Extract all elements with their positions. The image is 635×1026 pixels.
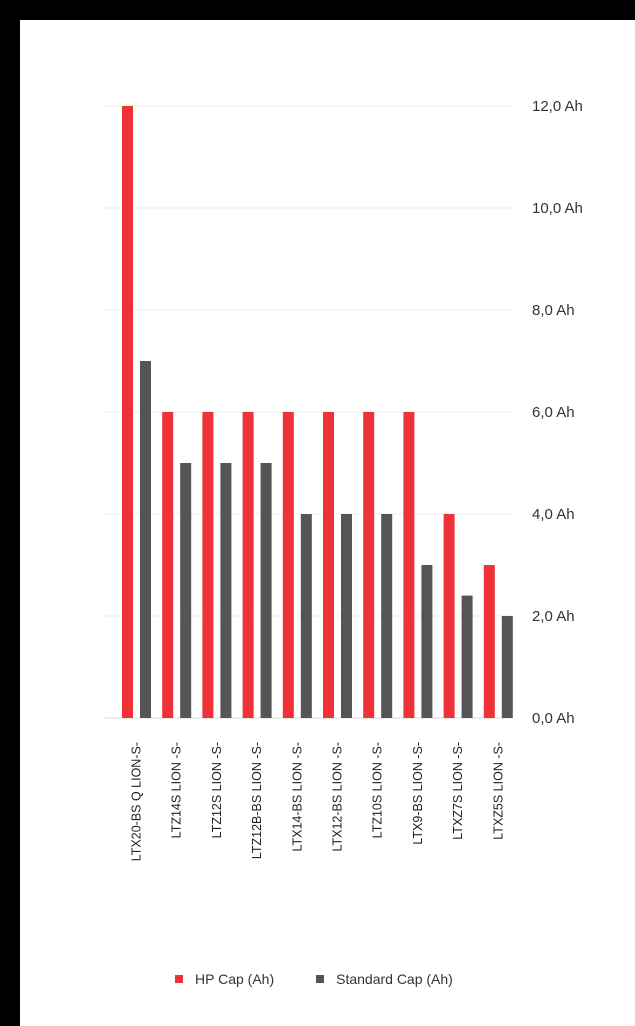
x-tick-label-8: LTXZ7S LION -S-: [451, 742, 465, 840]
y-tick-label-0: 0,0 Ah: [532, 710, 575, 727]
bar-standard-7: [421, 565, 433, 718]
bar-standard-1: [180, 463, 192, 718]
bar-standard-9: [501, 616, 513, 718]
bar-hp-5: [323, 412, 334, 718]
bar-hp-7: [403, 412, 415, 718]
bar-hp-8: [443, 514, 455, 718]
legend-item-standard: Standard Cap (Ah): [316, 971, 453, 987]
bar-hp-3: [242, 412, 254, 718]
bar-standard-3: [260, 463, 272, 718]
legend-label-hp: HP Cap (Ah): [195, 971, 275, 987]
bar-hp-2: [202, 412, 214, 718]
y-tick-label-5: 10,0 Ah: [532, 200, 583, 217]
x-tick-label-4: LTX14-BS LION -S-: [290, 742, 304, 852]
bar-standard-8: [461, 595, 473, 718]
bar-standard-0: [140, 361, 151, 718]
y-tick-label-6: 12,0 Ah: [532, 98, 583, 115]
x-tick-label-7: LTX9-BS LION -S-: [411, 742, 425, 845]
x-tick-label-2: LTZ12S LION -S-: [210, 742, 224, 838]
bar-hp-1: [162, 412, 174, 718]
bar-standard-4: [300, 514, 312, 718]
bar-standard-5: [341, 514, 352, 718]
legend: HP Cap (Ah) Standard Cap (Ah): [175, 971, 495, 987]
bar-hp-4: [282, 412, 294, 718]
legend-item-hp: HP Cap (Ah): [175, 971, 274, 987]
y-tick-label-1: 2,0 Ah: [532, 608, 575, 625]
y-tick-label-4: 8,0 Ah: [532, 302, 575, 319]
chart-panel: 0,0 Ah 2,0 Ah 4,0 Ah 6,0 Ah 8,0 Ah 10,0 Ah 12,…: [20, 20, 635, 1026]
bar-standard-2: [220, 463, 232, 718]
x-tick-label-1: LTZ14S LION -S-: [170, 742, 184, 838]
legend-swatch-hp: [175, 975, 183, 983]
y-tick-label-3: 6,0 Ah: [532, 404, 575, 421]
legend-label-standard: Standard Cap (Ah): [336, 971, 453, 987]
x-tick-label-9: LTXZ5S LION -S-: [491, 742, 505, 840]
bar-hp-9: [483, 565, 495, 718]
bar-chart: 0,0 Ah 2,0 Ah 4,0 Ah 6,0 Ah 8,0 Ah 10,0 Ah 12,…: [105, 98, 583, 861]
bar-hp-6: [363, 412, 375, 718]
x-tick-label-3: LTZ12B-BS LION -S-: [250, 742, 264, 859]
x-tick-label-5: LTX12-BS LION -S-: [331, 742, 345, 852]
bar-hp-0: [122, 106, 133, 718]
x-tick-label-6: LTZ10S LION -S-: [371, 742, 385, 838]
y-tick-label-2: 4,0 Ah: [532, 506, 575, 523]
bar-standard-6: [381, 514, 393, 718]
x-tick-label-0: LTX20-BS Q LION-S-: [130, 742, 144, 861]
legend-swatch-standard: [316, 975, 325, 983]
